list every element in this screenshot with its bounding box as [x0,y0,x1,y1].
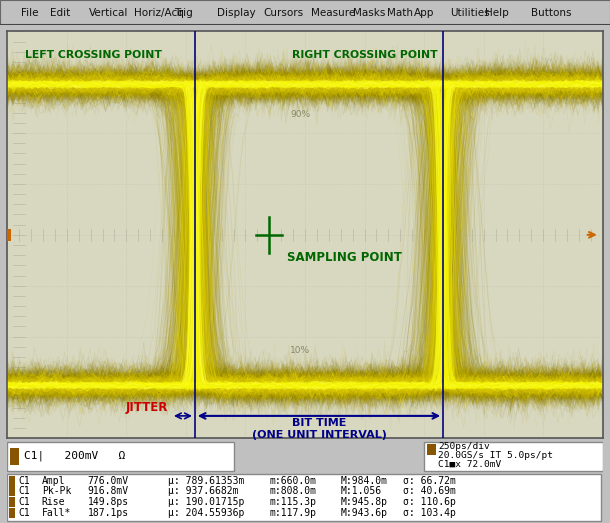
Text: LEFT CROSSING POINT: LEFT CROSSING POINT [25,50,162,60]
Text: Cursors: Cursors [264,8,304,18]
Text: 10%: 10% [290,346,310,355]
Bar [4,229,12,241]
Text: μ: 789.61353m: μ: 789.61353m [168,476,245,486]
Text: Horiz/Acq: Horiz/Acq [134,8,184,18]
Bar [9,476,15,486]
Text: Help: Help [485,8,509,18]
Text: Buttons: Buttons [531,8,571,18]
Text: μ: 190.01715p: μ: 190.01715p [168,497,245,507]
Bar [9,508,15,518]
Text: σ: 40.69m: σ: 40.69m [403,486,456,496]
Text: M:984.0m: M:984.0m [341,476,388,486]
Text: Math: Math [387,8,414,18]
Text: M:943.6p: M:943.6p [341,508,388,518]
Text: Edit: Edit [50,8,70,18]
Text: BIT TIME
(ONE UNIT INTERVAL): BIT TIME (ONE UNIT INTERVAL) [251,418,386,439]
Text: σ: 66.72m: σ: 66.72m [403,476,456,486]
Text: C1: C1 [18,497,30,507]
Text: C1■x 72.0mV: C1■x 72.0mV [439,460,501,469]
Text: Pk-Pk: Pk-Pk [42,486,71,496]
Text: Vertical: Vertical [88,8,128,18]
Text: App: App [414,8,434,18]
Bar [424,442,603,471]
Text: m:808.0m: m:808.0m [269,486,316,496]
Text: Display: Display [217,8,255,18]
Text: M:1.056: M:1.056 [341,486,382,496]
Text: File: File [21,8,39,18]
Text: Utilities: Utilities [450,8,490,18]
Text: Trig: Trig [174,8,193,18]
Text: Measure: Measure [311,8,356,18]
Text: 187.1ps: 187.1ps [88,508,129,518]
Text: Fall*: Fall* [42,508,71,518]
Text: RIGHT CROSSING POINT: RIGHT CROSSING POINT [292,50,437,60]
Text: 916.8mV: 916.8mV [88,486,129,496]
Text: C1|   200mV   Ω: C1| 200mV Ω [24,450,125,461]
Text: m:660.0m: m:660.0m [269,476,316,486]
Text: μ: 937.6682m: μ: 937.6682m [168,486,239,496]
Text: σ: 110.6p: σ: 110.6p [403,497,456,507]
Text: m:115.3p: m:115.3p [269,497,316,507]
Text: μ: 204.55936p: μ: 204.55936p [168,508,245,518]
Text: M:945.8p: M:945.8p [341,497,388,507]
Text: 250ps/div: 250ps/div [439,442,490,451]
Bar [9,497,15,507]
Text: SAMPLING POINT: SAMPLING POINT [287,251,402,264]
Text: 776.0mV: 776.0mV [88,476,129,486]
Text: JITTER: JITTER [126,401,168,414]
Text: 149.8ps: 149.8ps [88,497,129,507]
Text: C1: C1 [18,486,30,496]
Text: σ: 103.4p: σ: 103.4p [403,508,456,518]
Text: 20.0GS/s IT 5.0ps/pt: 20.0GS/s IT 5.0ps/pt [439,451,553,460]
Bar [9,486,15,496]
Text: C1: C1 [18,508,30,518]
Bar [7,442,234,471]
Text: Rise: Rise [42,497,65,507]
Text: 90%: 90% [290,110,310,119]
Text: m:117.9p: m:117.9p [269,508,316,518]
Bar [10,448,20,465]
Text: Masks: Masks [353,8,385,18]
Bar [427,444,436,454]
Text: Ampl: Ampl [42,476,65,486]
Text: C1: C1 [18,476,30,486]
